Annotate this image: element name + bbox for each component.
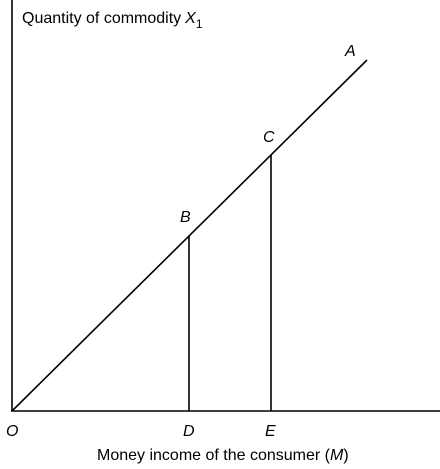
- x-axis-label: Money income of the consumer (M): [97, 447, 349, 464]
- engel-curve: [11, 59, 368, 412]
- label-part: 1: [196, 17, 203, 31]
- point-label-a: A: [344, 43, 356, 60]
- point-label-b: B: [180, 209, 191, 226]
- label-part: Money income of the consumer (: [97, 447, 331, 464]
- point-label-e: E: [265, 423, 276, 440]
- y-axis-label: Quantity of commodity X1: [22, 10, 203, 31]
- label-part: ): [343, 447, 348, 464]
- label-part: X: [184, 10, 197, 27]
- point-label-d: D: [183, 423, 195, 440]
- point-label-c: C: [263, 129, 275, 146]
- label-part: M: [330, 447, 344, 464]
- point-label-o: O: [6, 423, 18, 440]
- label-part: Quantity of commodity: [22, 10, 181, 27]
